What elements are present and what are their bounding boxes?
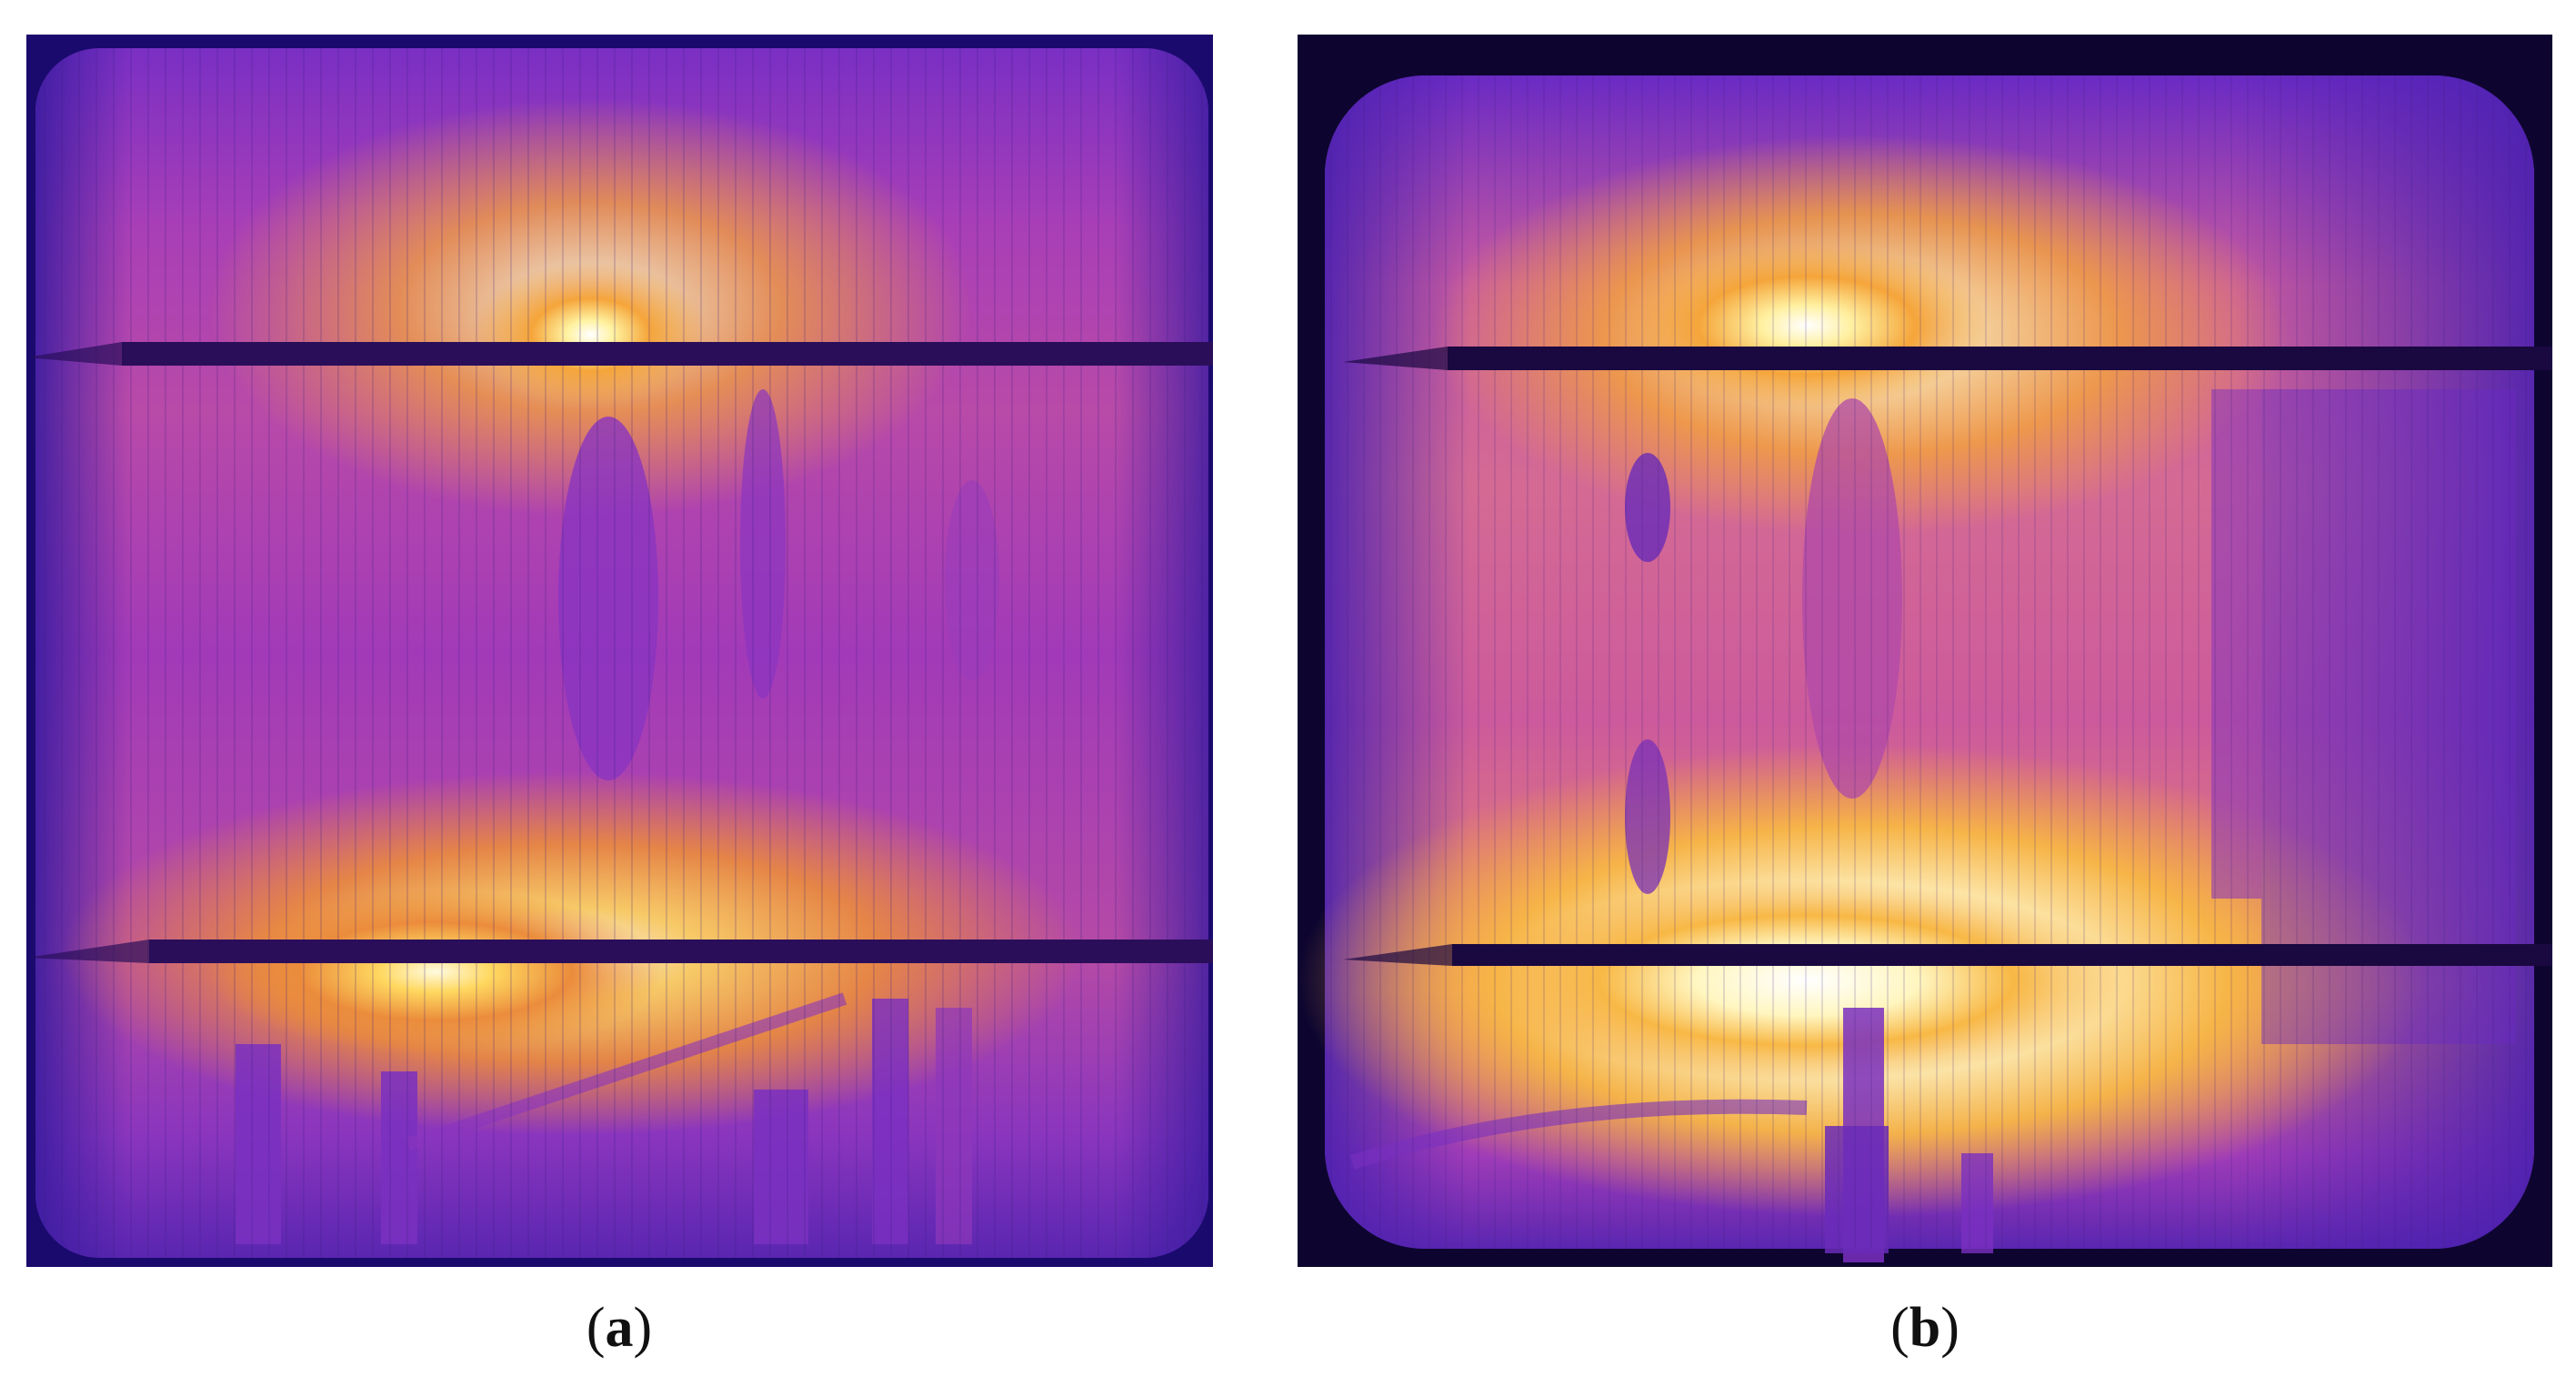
panel-a [26,35,1213,1267]
caption-b: (b) [1743,1296,2107,1361]
caption-a-open: ( [586,1297,606,1359]
caption-b-close: ) [1940,1297,1960,1359]
caption-b-open: ( [1890,1297,1909,1359]
electroluminescence-image-a [26,35,1213,1267]
caption-b-letter: b [1909,1297,1941,1359]
caption-a-letter: a [605,1297,634,1359]
caption-a: (a) [437,1296,801,1361]
electroluminescence-image-b [1298,35,2552,1267]
caption-a-close: ) [633,1297,653,1359]
panel-b [1298,35,2552,1267]
